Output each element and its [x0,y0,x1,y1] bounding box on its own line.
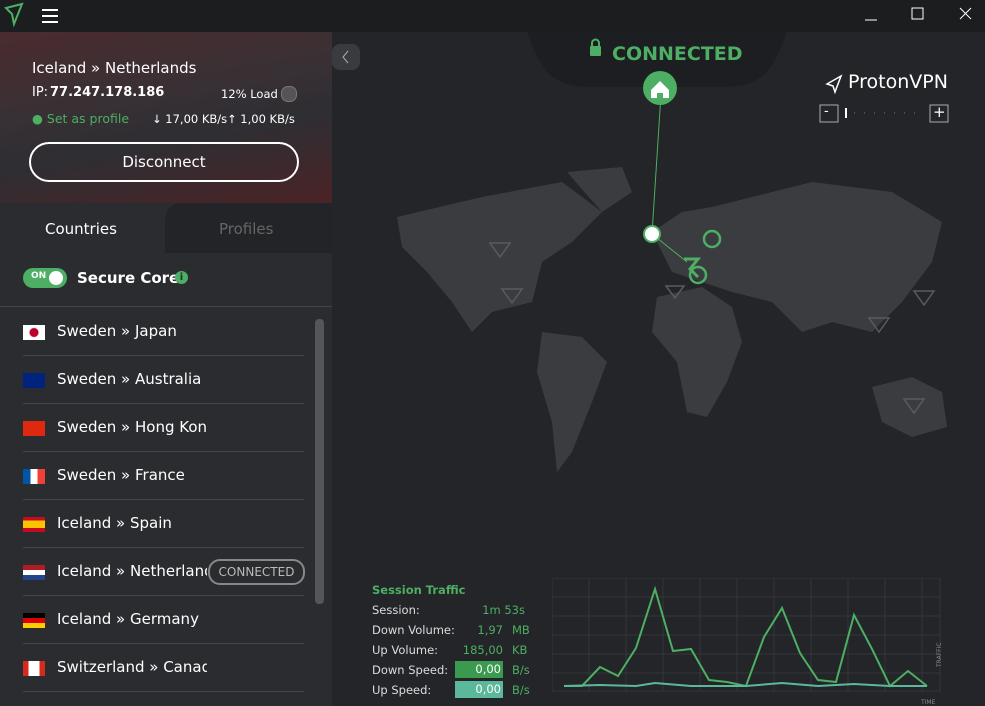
traffic-graph [552,578,941,692]
stat-unit: MB [512,623,530,637]
server-name: Sweden » Japan [57,322,177,340]
server-row[interactable]: Iceland » Spain [23,499,304,548]
set-profile-text[interactable]: Set as profile [46,111,130,126]
server-row[interactable]: Iceland » Netherlands CONNECTED [23,547,305,596]
brand: ProtonVPN [848,71,948,93]
stat-unit: B/s [512,663,530,677]
server-row[interactable]: Switzerland » Canada [23,643,304,692]
stat-value: 185,00 [462,643,503,657]
server-name: Switzerland » Canada [57,658,207,676]
up-speed: ↑ 1,00 KB/s [227,112,295,126]
stat-value: 0,00 [455,661,503,678]
ip: 77.247.178.186 [50,85,165,100]
server-row[interactable]: Sweden » Hong Kong [23,403,304,452]
load: 12% Load [221,87,278,101]
toggle-text: ON [31,271,47,281]
window-controls[interactable] [855,0,985,32]
server-name: Sweden » France [57,466,185,484]
tabs: Countries Profiles [0,203,332,253]
collapse-button[interactable] [332,44,360,70]
status: CONNECTED [612,43,743,65]
server-name: Sweden » Hong Kong [57,418,207,436]
zoom-out[interactable]: - [824,104,829,119]
session-title: Session Traffic [372,583,466,597]
map [332,32,949,472]
server-name: Iceland » Netherlands [57,562,207,580]
server-row[interactable]: Iceland » Germany [23,595,304,644]
connection-header: Iceland » Netherlands IP: 77.247.178.186… [0,32,332,204]
stat-label: Up Volume: [372,643,439,657]
stat-value: 1,97 [477,623,503,637]
secure-core-label: Secure Core [77,269,180,287]
zoom-in[interactable]: + [933,103,946,121]
stat-value: 0,00 [455,681,503,698]
secure-core-row: ON Secure Core i [0,253,332,307]
stat-value: 1m 53s [482,603,525,617]
server-name: Sweden » Australia [57,370,202,388]
server-row[interactable]: Sweden » Australia [23,355,304,404]
info-icon[interactable]: i [175,271,188,284]
set-profile[interactable]: ● Set as profile [32,111,130,126]
x-axis-label: TIME [921,699,936,706]
down-speed-value: 17,00 KB/s [165,112,228,126]
ip-label: IP: [32,85,49,100]
sidebar: Iceland » Netherlands IP: 77.247.178.186… [0,32,332,706]
route: Iceland » Netherlands [32,59,197,77]
stat-unit: KB [512,643,528,657]
y-axis-label: TRAFFIC [936,642,943,667]
tab-countries[interactable]: Countries [45,220,117,238]
title-bar [0,0,985,32]
stat-label: Down Volume: [372,623,455,637]
disconnect-button[interactable]: Disconnect [29,142,299,182]
up-speed-value: 1,00 KB/s [240,112,295,126]
server-row[interactable]: Sweden » France [23,451,304,500]
stat-label: Session: [372,603,420,617]
stat-label: Up Speed: [372,683,432,697]
server-row[interactable]: Sweden » Japan [23,307,304,356]
stat-label: Down Speed: [372,663,449,677]
toggle[interactable]: ON [23,268,67,288]
scrollbar[interactable] [315,319,324,604]
server-name: Iceland » Germany [57,610,199,628]
tab-profiles[interactable]: Profiles [219,220,274,238]
connected-badge: CONNECTED [208,559,305,585]
tab-bg [165,203,332,253]
down-speed: ↓ 17,00 KB/s [152,112,228,126]
server-name: Iceland » Spain [57,514,172,532]
load-indicator [281,86,297,102]
stat-unit: B/s [512,683,530,697]
title-icons [4,2,58,28]
